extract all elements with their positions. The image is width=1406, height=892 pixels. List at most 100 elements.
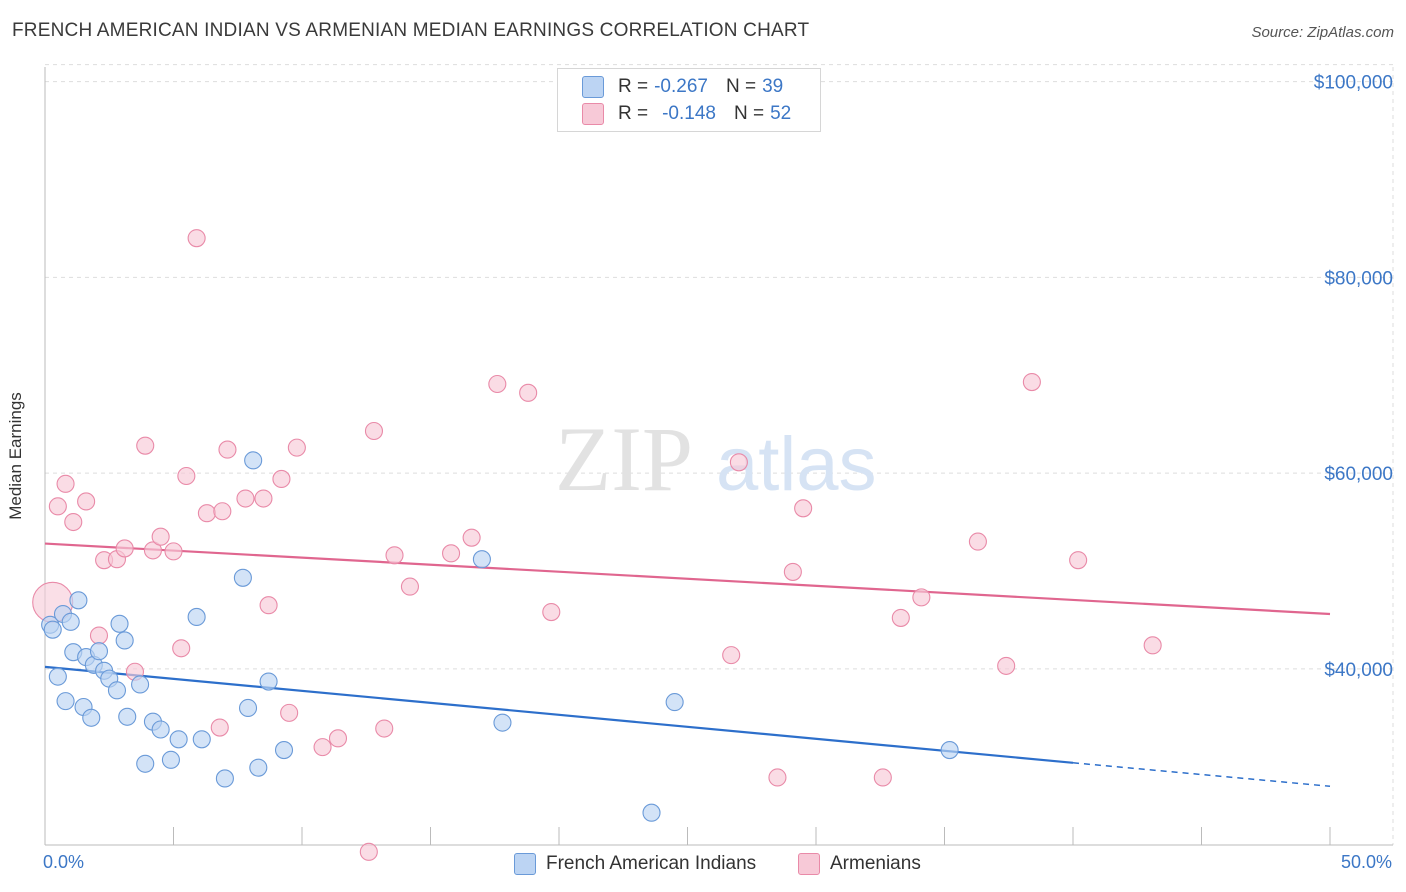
data-point-armenians [115, 539, 134, 558]
bottom-legend-swatch-blue [514, 853, 536, 875]
data-point-french-american-indians [249, 758, 268, 777]
armenians-points [32, 229, 1162, 861]
source-label: Source: ZipAtlas.com [1251, 24, 1394, 41]
data-point-armenians [64, 512, 83, 532]
data-point-french-american-indians [244, 451, 263, 470]
data-point-armenians [891, 608, 910, 627]
data-point-armenians [272, 469, 291, 488]
data-point-armenians [768, 768, 787, 787]
data-point-armenians [442, 544, 461, 563]
data-point-french-american-indians [61, 612, 80, 631]
data-point-french-american-indians [69, 591, 88, 610]
data-point-armenians [385, 546, 404, 565]
data-point-french-american-indians [215, 769, 234, 788]
y-axis-label: Median Earnings [6, 392, 25, 520]
legend-r-value: -0.267 [654, 76, 708, 97]
data-point-armenians [328, 729, 348, 748]
data-point-armenians [210, 718, 229, 737]
data-point-armenians [236, 489, 255, 508]
data-point-armenians [873, 768, 892, 787]
data-point-armenians [783, 562, 802, 581]
data-point-french-american-indians [161, 750, 180, 769]
data-point-armenians [197, 504, 216, 523]
data-point-armenians [1022, 373, 1041, 392]
data-point-french-american-indians [259, 672, 278, 691]
trend-lines [44, 542, 1331, 788]
data-point-french-american-indians [107, 681, 127, 700]
bottom-legend-armenians: Armenians [798, 852, 921, 876]
data-point-armenians [48, 497, 67, 516]
data-point-french-american-indians [940, 741, 959, 760]
data-point-armenians [136, 436, 155, 455]
data-point-french-american-indians [169, 730, 188, 749]
trend-line-armenians [44, 542, 1331, 616]
data-point-armenians [187, 229, 206, 248]
legend-n-value: 52 [770, 103, 792, 124]
data-point-french-american-indians [82, 708, 101, 727]
data-point-armenians [400, 577, 419, 596]
legend-row-armenians: R = -0.148 N = 52 [582, 102, 791, 126]
data-point-armenians [259, 596, 278, 615]
bottom-legend-label: Armenians [830, 853, 921, 874]
data-point-french-american-indians [115, 631, 134, 650]
data-point-french-american-indians [493, 713, 512, 732]
data-point-french-american-indians [43, 620, 62, 639]
data-point-armenians [1069, 551, 1088, 570]
data-point-french-american-indians [56, 692, 75, 711]
trend-line-french-american-indians [44, 665, 1074, 764]
data-point-armenians [794, 499, 813, 518]
legend-swatch-blue [582, 76, 604, 98]
legend-swatch-pink [582, 103, 604, 125]
data-point-french-american-indians [233, 568, 252, 587]
data-point-french-american-indians [642, 803, 661, 822]
data-point-armenians [729, 453, 748, 472]
data-point-french-american-indians [274, 741, 294, 760]
data-point-french-american-indians [238, 698, 258, 718]
data-point-french-american-indians [472, 550, 491, 569]
correlation-legend: R = -0.267 N = 39 R = -0.148 N = 52 [557, 68, 821, 132]
legend-r-label: R = [618, 76, 649, 97]
legend-n-label: N = [725, 76, 757, 97]
data-point-armenians [519, 383, 538, 402]
x-tick-label-min: 0.0% [43, 852, 85, 872]
legend-r-label: R = [618, 103, 649, 124]
axes [44, 67, 1393, 846]
legend-r-value: -0.148 [662, 103, 716, 124]
legend-row-french-american-indians: R = -0.267 N = 39 [582, 75, 783, 99]
data-point-armenians [912, 588, 931, 607]
watermark: ZIP atlas [555, 408, 877, 510]
data-point-armenians [997, 656, 1016, 675]
data-point-french-american-indians [118, 707, 137, 726]
data-point-armenians [287, 438, 306, 457]
watermark-zip: ZIP [555, 408, 693, 510]
data-point-armenians [56, 474, 75, 493]
data-point-french-american-indians [192, 730, 211, 749]
y-tick-label: $80,000 [1324, 268, 1393, 289]
data-point-armenians [280, 703, 299, 722]
data-point-french-american-indians [48, 667, 67, 686]
data-point-armenians [164, 542, 183, 561]
y-tick-label: $60,000 [1324, 464, 1393, 485]
data-point-armenians [542, 603, 561, 622]
data-point-armenians [462, 528, 481, 547]
data-point-armenians [968, 532, 987, 551]
y-tick-label: $40,000 [1324, 660, 1393, 681]
bottom-legend-label: French American Indians [546, 853, 757, 874]
data-point-french-american-indians [110, 614, 129, 633]
trend-line-extension [1072, 762, 1331, 788]
chart-title: FRENCH AMERICAN INDIAN VS ARMENIAN MEDIA… [12, 20, 810, 41]
legend-n-label: N = [733, 103, 765, 124]
data-point-armenians [488, 374, 507, 394]
data-point-french-american-indians [665, 693, 684, 712]
y-tick-label: $100,000 [1314, 73, 1393, 94]
data-point-armenians [359, 842, 378, 861]
data-point-armenians [1143, 636, 1162, 655]
x-tick-label-max: 50.0% [1340, 852, 1392, 872]
data-point-armenians [364, 421, 384, 441]
data-point-armenians [89, 626, 109, 645]
y-tick-labels: $40,000 $60,000 $80,000 $100,000 [1314, 73, 1393, 681]
data-point-armenians [218, 440, 237, 459]
data-point-armenians [313, 738, 332, 757]
grid-lines [45, 64, 1394, 845]
